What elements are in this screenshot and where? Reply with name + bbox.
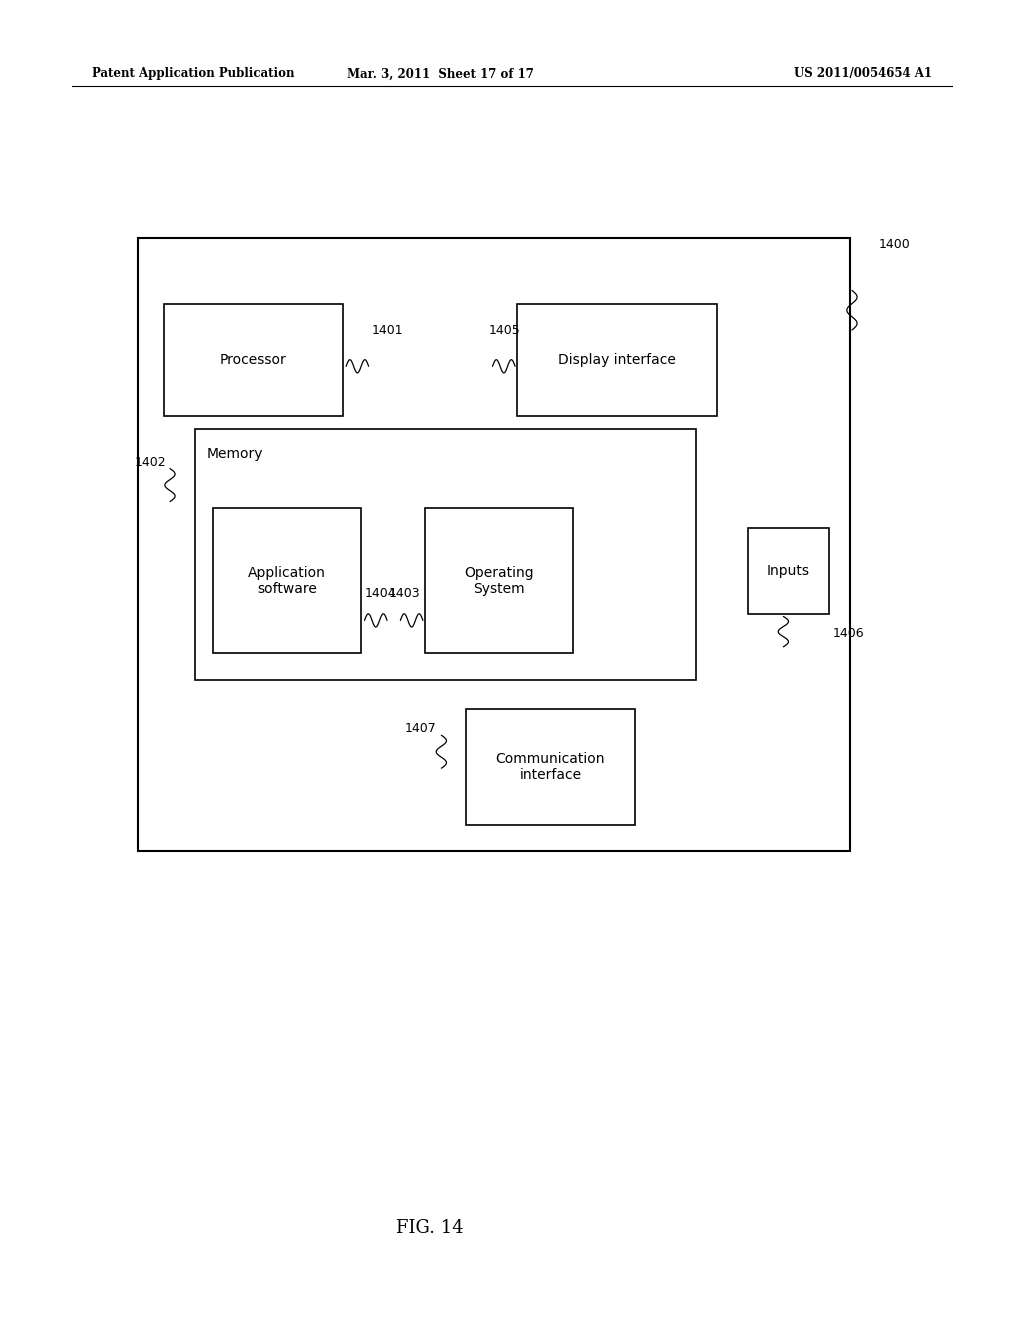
Text: 1401: 1401: [372, 325, 403, 337]
Text: US 2011/0054654 A1: US 2011/0054654 A1: [794, 67, 932, 81]
Text: Inputs: Inputs: [767, 564, 810, 578]
Bar: [138, 238, 850, 851]
Text: Patent Application Publication: Patent Application Publication: [92, 67, 295, 81]
Text: 1405: 1405: [488, 325, 520, 337]
Text: Communication
interface: Communication interface: [496, 752, 605, 781]
Bar: [195, 429, 696, 680]
Text: 1406: 1406: [833, 627, 864, 640]
Bar: [466, 709, 635, 825]
Bar: [425, 508, 573, 653]
Text: FIG. 14: FIG. 14: [396, 1218, 464, 1237]
Text: Application
software: Application software: [248, 566, 327, 595]
Bar: [164, 304, 343, 416]
Text: 1404: 1404: [365, 587, 396, 601]
Bar: [748, 528, 829, 614]
Text: Mar. 3, 2011  Sheet 17 of 17: Mar. 3, 2011 Sheet 17 of 17: [347, 67, 534, 81]
Bar: [517, 304, 717, 416]
Text: 1407: 1407: [404, 722, 436, 735]
Text: 1402: 1402: [135, 455, 167, 469]
Text: 1403: 1403: [389, 587, 421, 601]
Text: Display interface: Display interface: [558, 352, 676, 367]
Text: Operating
System: Operating System: [465, 566, 534, 595]
Text: Memory: Memory: [207, 447, 263, 462]
Text: 1400: 1400: [879, 238, 910, 251]
Bar: [213, 508, 361, 653]
Text: Processor: Processor: [220, 352, 287, 367]
